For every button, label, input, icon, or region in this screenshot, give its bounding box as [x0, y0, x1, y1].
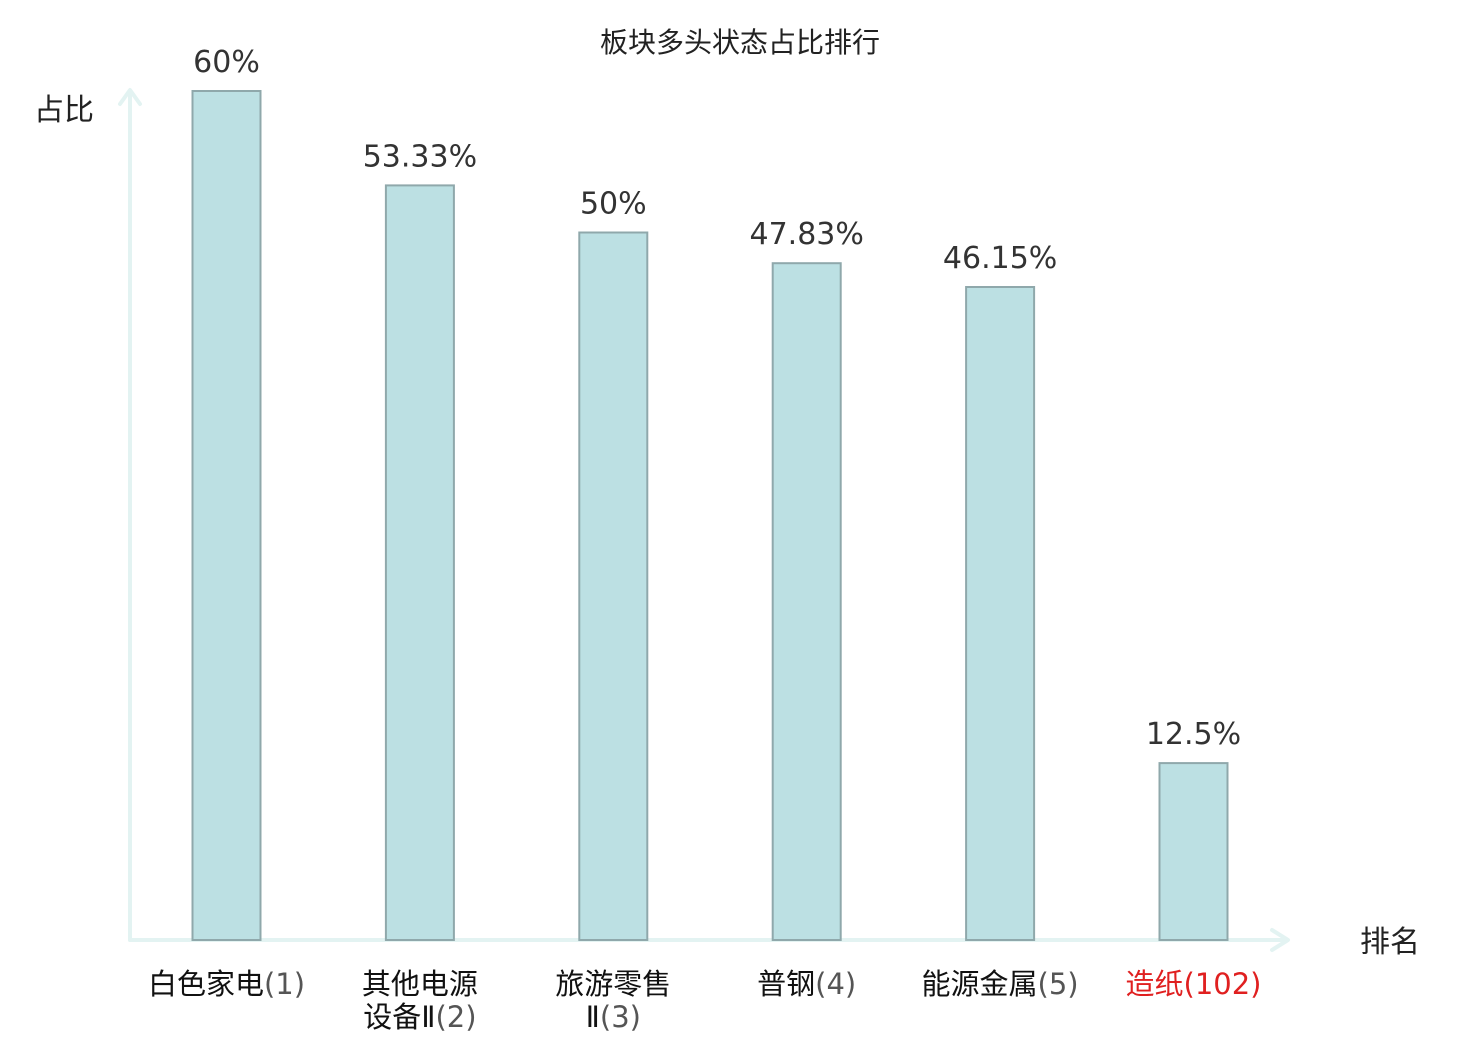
category-name: 造纸	[1126, 967, 1184, 1001]
value-label-6: 12.5%	[1146, 717, 1241, 752]
category-rank: (5)	[1038, 967, 1079, 1001]
category-label-3-line-2: Ⅱ(3)	[586, 1000, 641, 1034]
category-name: 设备Ⅱ	[363, 1000, 435, 1034]
value-label-3: 50%	[580, 187, 647, 222]
category-label-6: 造纸(102)	[1126, 967, 1262, 1001]
x-axis-arrow	[1270, 928, 1290, 952]
category-rank: (1)	[264, 967, 305, 1001]
chart-title: 板块多头状态占比排行	[600, 26, 880, 59]
y-axis-label: 占比	[34, 93, 94, 128]
category-label-4: 普钢(4)	[757, 967, 856, 1001]
category-name: 能源金属	[922, 967, 1038, 1001]
bar-4	[771, 262, 842, 941]
category-label-2-line-2: 设备Ⅱ(2)	[363, 1000, 476, 1034]
category-label-3-line-1: 旅游零售	[555, 967, 671, 1001]
category-rank: (102)	[1184, 967, 1262, 1001]
category-rank: (2)	[435, 1000, 476, 1034]
bar-6	[1158, 762, 1229, 941]
bar-1	[191, 90, 262, 941]
value-label-1: 60%	[193, 45, 260, 80]
category-rank: (3)	[600, 1000, 641, 1034]
category-rank: (4)	[815, 967, 856, 1001]
bar-3	[578, 231, 649, 941]
value-label-4: 47.83%	[750, 217, 864, 252]
category-name: 白色家电	[148, 967, 264, 1001]
x-axis-label: 排名	[1360, 925, 1420, 960]
category-label-5: 能源金属(5)	[922, 967, 1079, 1001]
bar-2	[384, 184, 455, 941]
bar-5	[965, 286, 1036, 941]
value-label-5: 46.15%	[943, 241, 1057, 276]
category-label-1: 白色家电(1)	[148, 967, 305, 1001]
category-name: 旅游零售	[555, 967, 671, 1001]
category-name: Ⅱ	[586, 1000, 600, 1034]
y-axis-arrow	[118, 88, 142, 106]
category-name: 其他电源	[362, 967, 478, 1001]
category-name: 普钢	[757, 967, 815, 1001]
value-label-2: 53.33%	[363, 139, 477, 174]
category-label-2-line-1: 其他电源	[362, 967, 478, 1001]
